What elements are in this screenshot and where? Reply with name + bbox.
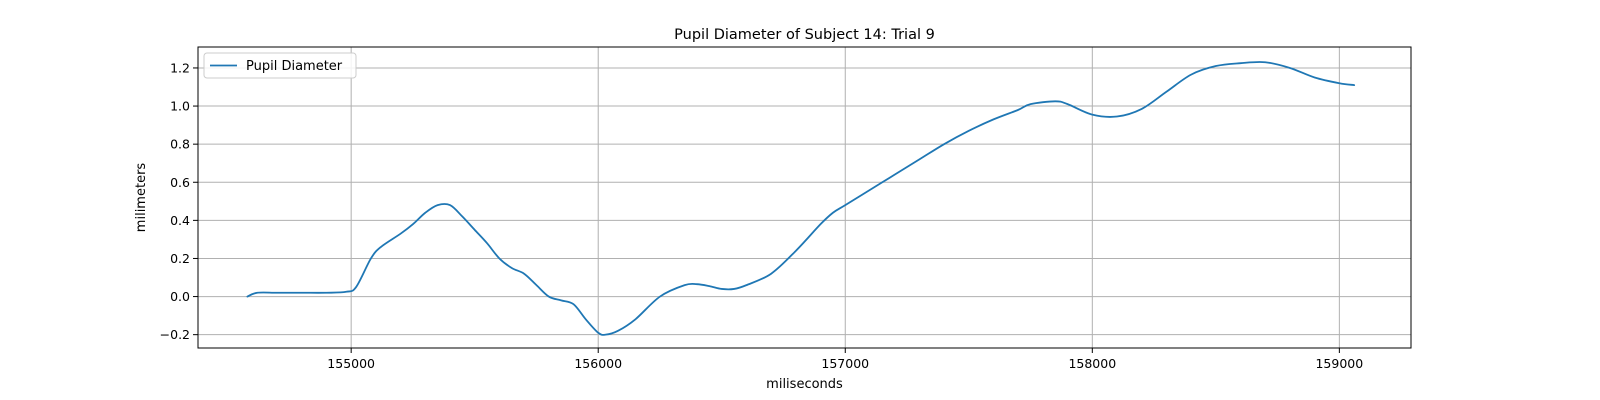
plot-area-frame	[197, 46, 1412, 349]
y-axis-label: milimeters	[134, 163, 149, 233]
y-tick-label: 0.6	[170, 175, 190, 190]
y-tick-label: 0.8	[170, 137, 190, 152]
y-tick-label: 0.0	[170, 289, 190, 304]
series-line-pupil-diameter	[246, 61, 1356, 336]
axis-ticks: 155000 156000 157000 158000 159000 −0.2 0.0 0.2…	[160, 60, 1364, 371]
x-tick-label: 157000	[821, 356, 869, 371]
x-axis-label: miliseconds	[766, 377, 843, 392]
y-tick-label: 1.0	[170, 99, 190, 114]
x-tick-label: 155000	[327, 356, 375, 371]
legend-box	[203, 52, 357, 79]
legend: Pupil Diameter	[203, 52, 357, 79]
x-tick-label: 159000	[1315, 356, 1363, 371]
y-tick-label: −0.2	[160, 327, 190, 342]
x-tick-label: 156000	[574, 356, 622, 371]
y-tick-label: 0.4	[170, 213, 190, 228]
chart-title: Pupil Diameter of Subject 14: Trial 9	[674, 27, 935, 43]
y-tick-label: 0.2	[170, 251, 190, 266]
x-tick-label: 158000	[1068, 356, 1116, 371]
grid-lines	[198, 47, 1411, 348]
legend-label-pupil-diameter: Pupil Diameter	[246, 59, 343, 74]
y-tick-label: 1.2	[170, 60, 190, 75]
